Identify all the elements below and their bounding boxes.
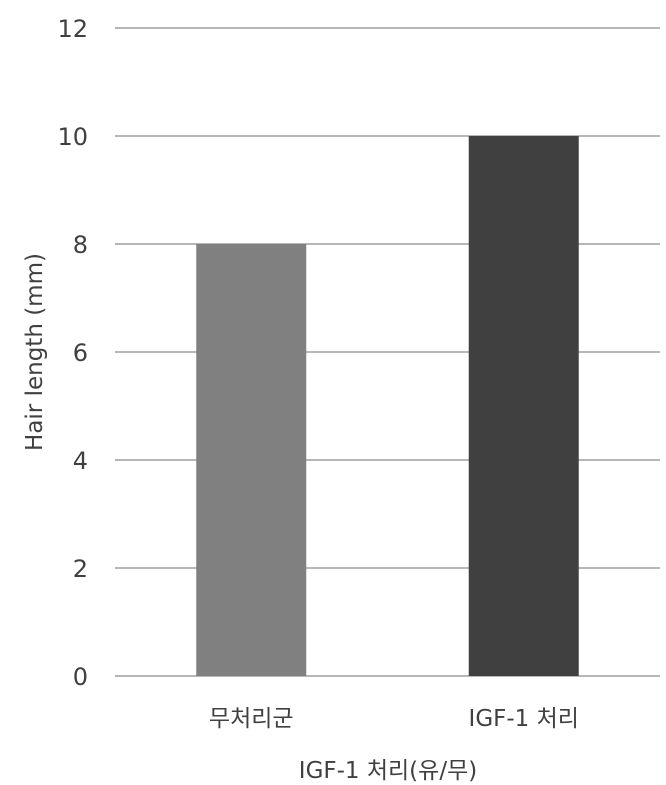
bar <box>468 136 579 676</box>
y-tick-labels: 0 2 4 6 8 10 12 <box>57 15 88 691</box>
y-tick-label: 6 <box>73 339 88 367</box>
category-labels: 무처리군 IGF-1 처리 <box>209 706 579 732</box>
x-axis-title: IGF-1 처리(유/무) <box>299 758 477 784</box>
bar <box>196 244 307 676</box>
y-tick-label: 12 <box>57 15 88 43</box>
x-category-label: IGF-1 처리 <box>469 706 579 732</box>
y-tick-label: 2 <box>73 555 88 583</box>
y-tick-label: 10 <box>57 123 88 151</box>
x-category-label: 무처리군 <box>209 706 294 732</box>
y-axis-title: Hair length (mm) <box>22 253 48 451</box>
y-tick-label: 8 <box>73 231 88 259</box>
y-tick-label: 4 <box>73 447 88 475</box>
bars <box>196 136 579 676</box>
y-tick-label: 0 <box>73 663 88 691</box>
